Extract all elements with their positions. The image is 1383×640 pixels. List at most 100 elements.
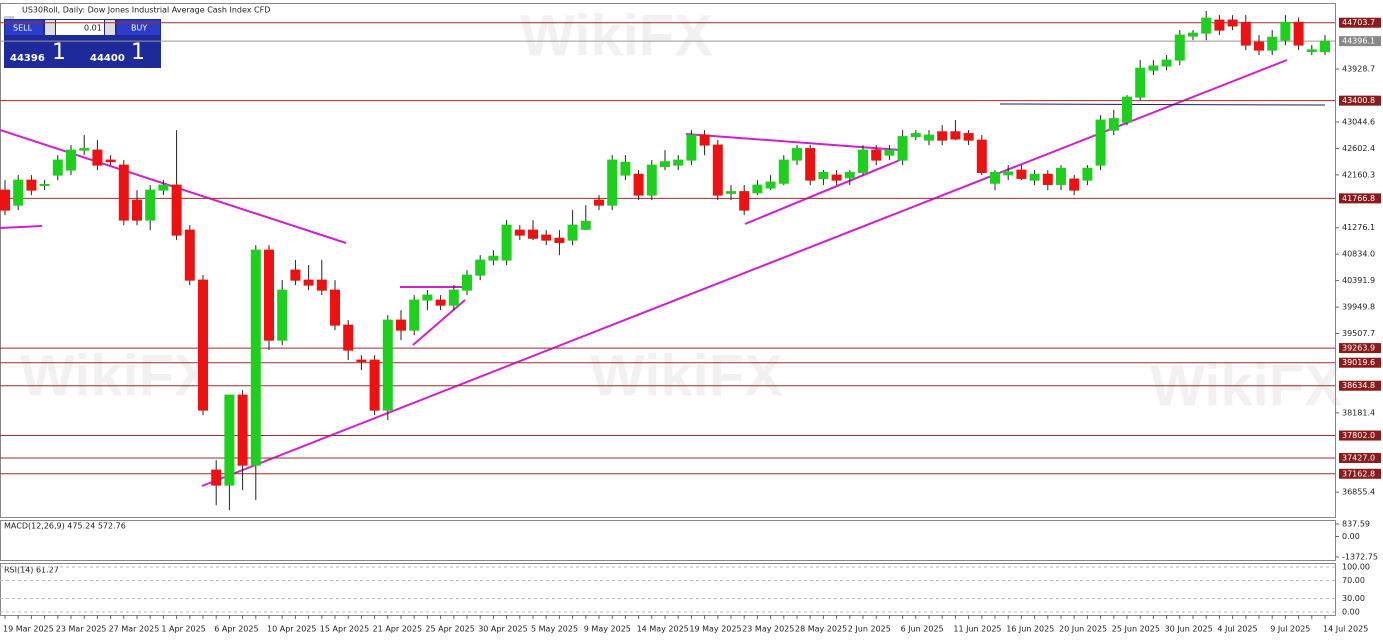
x-tick-label: 30 Jun 2025 — [1165, 625, 1213, 634]
candle-body — [726, 191, 736, 194]
x-tick-label: 23 May 2025 — [742, 625, 794, 634]
candle-body — [567, 224, 578, 241]
candle-body — [528, 229, 538, 239]
level-tag — [1339, 357, 1381, 368]
candle-body — [739, 191, 750, 211]
y-tick-label: 40391.9 — [1342, 276, 1375, 285]
candle-body — [369, 359, 380, 411]
level-tag — [1339, 430, 1381, 441]
candle-body — [198, 279, 208, 411]
candle-body — [105, 159, 116, 163]
x-tick-label: 27 Mar 2025 — [109, 625, 160, 634]
sell-pips: 1 — [52, 40, 66, 65]
y-tick-label: 42160.3 — [1342, 170, 1375, 179]
x-tick-label: 14 May 2025 — [637, 625, 689, 634]
candle-body — [594, 199, 604, 206]
candle-body — [316, 279, 327, 291]
candle-body — [237, 394, 248, 466]
candle-body — [475, 259, 486, 276]
candle-body — [1254, 41, 1264, 51]
y-tick-label: 837.59 — [1342, 520, 1370, 529]
candle-body — [620, 161, 631, 176]
candle-body — [924, 134, 934, 141]
x-tick-label: 1 Apr 2025 — [161, 625, 205, 634]
candle-body — [554, 237, 565, 243]
candle-body — [541, 234, 552, 241]
level-tag — [1339, 17, 1381, 28]
watermark: WikiFX — [590, 343, 783, 408]
level-tag — [1339, 468, 1381, 479]
candle-body — [805, 148, 816, 181]
lot-value: 0.01 — [84, 24, 102, 33]
x-tick-label: 25 Apr 2025 — [425, 625, 474, 634]
candle-body — [950, 131, 961, 140]
candle-body — [290, 269, 301, 281]
sell-button[interactable] — [5, 20, 43, 35]
level-label: 44703.7 — [1342, 18, 1375, 27]
indicator-line — [999, 103, 1326, 106]
main-frame — [0, 3, 1336, 518]
lot-down[interactable] — [45, 20, 55, 35]
candle-body — [1240, 21, 1251, 46]
candle-body — [488, 255, 499, 261]
candle-body — [356, 359, 367, 362]
y-tick-label: 38181.4 — [1342, 408, 1375, 417]
lot-up[interactable] — [105, 20, 115, 35]
y-tick-label: 39507.7 — [1342, 329, 1375, 338]
candle-body — [1201, 17, 1212, 34]
buy-pips: 1 — [131, 40, 145, 65]
y-tick-label: 30.00 — [1342, 594, 1365, 603]
candle-body — [118, 164, 129, 221]
x-tick-label: 15 Apr 2025 — [320, 625, 369, 634]
trend-line — [685, 133, 901, 151]
candle-body — [396, 319, 406, 331]
x-tick-label: 20 Jun 2025 — [1059, 625, 1107, 634]
level-label: 41766.8 — [1342, 194, 1375, 203]
candle-body — [448, 289, 459, 306]
candle-body — [462, 274, 472, 291]
candle-body — [13, 179, 24, 206]
candle-body — [1214, 19, 1225, 31]
candle-body — [145, 189, 156, 221]
x-tick-label: 6 Jun 2025 — [901, 625, 944, 634]
candle-body — [52, 159, 63, 176]
candle-body — [1069, 178, 1080, 191]
candle-body — [1320, 40, 1330, 53]
x-tick-label: 9 Jul 2025 — [1270, 625, 1310, 634]
candle-body — [818, 171, 829, 179]
candle-body — [1148, 65, 1159, 71]
candle-body — [501, 224, 512, 261]
candle-body — [250, 249, 261, 466]
candle-body — [1174, 34, 1185, 61]
lot-field[interactable] — [56, 20, 104, 35]
candle-body — [963, 133, 974, 141]
level-tag — [1339, 452, 1381, 463]
candle-body — [514, 229, 525, 236]
candle-body — [831, 174, 842, 181]
level-label: 39019.6 — [1342, 358, 1375, 367]
candle-body — [699, 134, 710, 146]
macd-frame — [0, 520, 1336, 561]
candle-body — [1082, 167, 1093, 181]
candle-body — [884, 149, 895, 156]
level-label: 43400.8 — [1342, 96, 1375, 105]
candle-body — [1029, 173, 1040, 181]
candle-body — [26, 179, 37, 191]
level-tag — [1339, 193, 1381, 204]
candle-body — [673, 159, 684, 166]
trend-line — [744, 159, 901, 225]
candle-body — [264, 249, 274, 341]
candle-body — [712, 144, 723, 196]
candle-body — [1016, 169, 1027, 179]
x-tick-label: 10 Apr 2025 — [267, 625, 316, 634]
candle-body — [858, 149, 868, 173]
candle-body — [1161, 59, 1172, 67]
candle-body — [910, 133, 921, 138]
bid-tag — [1339, 36, 1381, 47]
buy-button[interactable] — [117, 20, 160, 35]
candle-body — [158, 184, 169, 191]
y-tick-label: 43928.7 — [1342, 65, 1375, 74]
macd-label: MACD(12,26,9) 475.24 572.76 — [4, 522, 126, 531]
